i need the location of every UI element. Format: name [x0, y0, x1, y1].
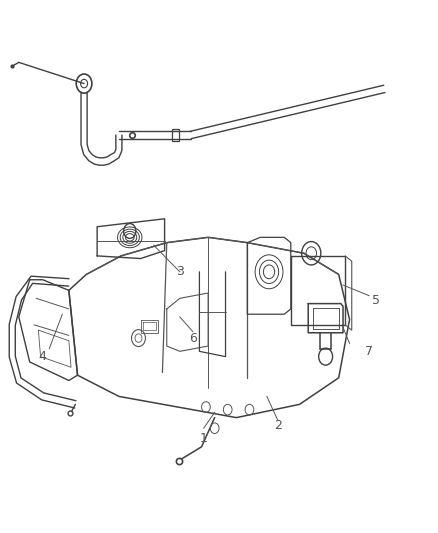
- Text: 4: 4: [39, 350, 47, 363]
- Text: 6: 6: [189, 332, 197, 344]
- Text: 3: 3: [176, 265, 184, 278]
- Text: 2: 2: [274, 419, 282, 432]
- Text: 1: 1: [200, 432, 208, 446]
- Text: 5: 5: [372, 294, 380, 308]
- Bar: [173, 128, 179, 141]
- Text: 7: 7: [365, 345, 373, 358]
